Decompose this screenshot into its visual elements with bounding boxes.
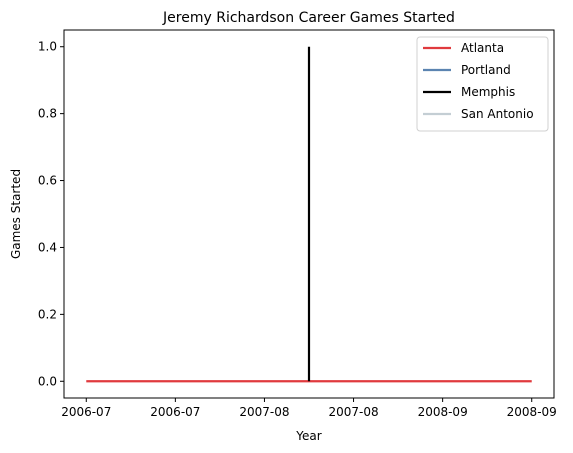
y-tick-label: 0.4	[38, 240, 57, 254]
chart-title: Jeremy Richardson Career Games Started	[162, 10, 455, 26]
x-tick-label: 2008-09	[507, 405, 557, 419]
legend-label: Memphis	[461, 85, 515, 99]
x-axis-label: Year	[295, 429, 321, 443]
legend-label: San Antonio	[461, 107, 534, 121]
y-tick-label: 0.0	[38, 374, 57, 388]
x-tick-label: 2006-07	[61, 405, 111, 419]
legend-label: Portland	[461, 63, 511, 77]
y-tick-label: 0.6	[38, 174, 57, 188]
x-tick-label: 2007-08	[328, 405, 378, 419]
x-tick-label: 2007-08	[239, 405, 289, 419]
plot-area	[86, 46, 532, 383]
axes-frame	[63, 29, 555, 399]
x-tick-label: 2006-07	[150, 405, 200, 419]
legend: Atlanta Portland Memphis San Antonio	[416, 36, 549, 132]
legend-label: Atlanta	[461, 41, 504, 55]
y-axis-label: Games Started	[9, 169, 23, 259]
y-tick-label: 1.0	[38, 40, 57, 54]
y-tick-label: 0.8	[38, 107, 57, 121]
legend-box	[416, 36, 549, 132]
x-tick-label: 2008-09	[418, 405, 468, 419]
axis-ticks: 2006-07 2006-07 2007-08 2007-08 2008-09 2008-…	[38, 40, 557, 419]
y-tick-label: 0.2	[38, 307, 57, 321]
